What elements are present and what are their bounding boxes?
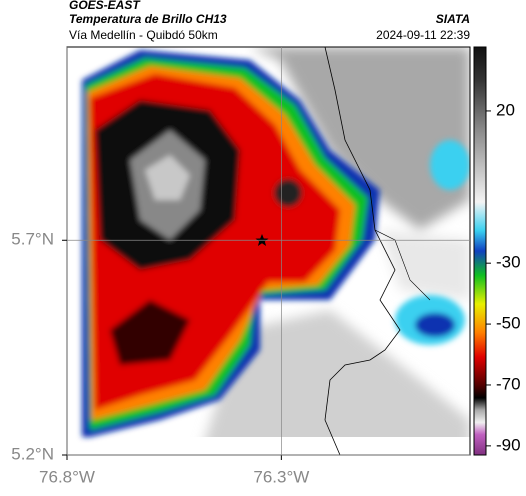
colorbar [473, 46, 487, 456]
colorbar-label: -70 [496, 374, 521, 393]
source: GOES-EAST [69, 0, 141, 12]
x-tick-label: 76.3°W [253, 467, 309, 486]
y-tick-label: 5.7°N [11, 230, 54, 249]
subtitle: Vía Medellín - Quibdó 50km [69, 28, 218, 42]
x-tick-label: 76.8°W [39, 467, 95, 486]
colorbar-label: -90 [496, 435, 521, 454]
org: SIATA [436, 12, 470, 26]
datetime: 2024-09-11 22:39 [376, 28, 470, 42]
colorbar-label: 20 [496, 100, 515, 119]
y-tick-label: 5.2°N [11, 444, 54, 463]
colorbar-label: -50 [496, 314, 521, 333]
title: Temperatura de Brillo CH13 [69, 12, 227, 26]
colorbar-label: -30 [496, 253, 521, 272]
satellite-image [67, 47, 470, 455]
